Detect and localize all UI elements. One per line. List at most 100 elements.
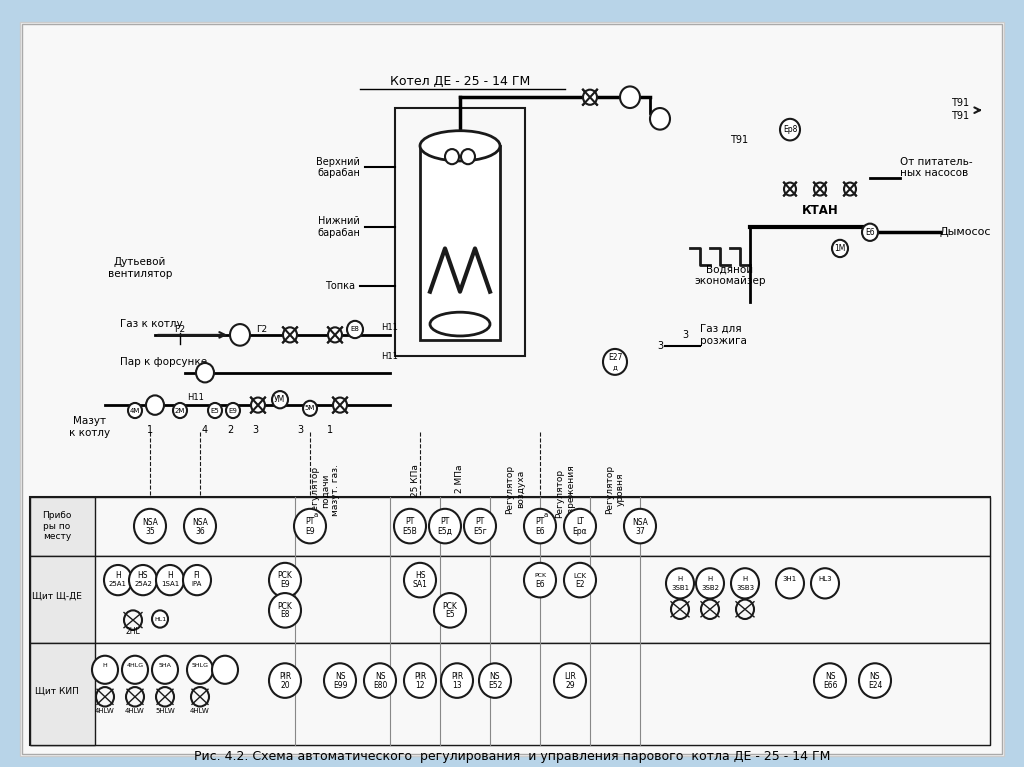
Text: 2HL: 2HL — [126, 627, 140, 637]
Text: 12: 12 — [416, 681, 425, 690]
Text: Е80: Е80 — [373, 681, 387, 690]
Circle shape — [429, 509, 461, 543]
Circle shape — [434, 593, 466, 627]
Text: Дымосос: Дымосос — [940, 227, 991, 237]
Circle shape — [269, 663, 301, 698]
Text: 5НLG: 5НLG — [191, 663, 209, 668]
Text: PCK: PCK — [278, 601, 293, 611]
Circle shape — [603, 349, 627, 375]
Text: 1М: 1М — [835, 244, 846, 253]
Text: Регулятор
уровня: Регулятор уровня — [605, 465, 625, 514]
Circle shape — [324, 663, 356, 698]
Circle shape — [104, 565, 132, 595]
Text: PCK: PCK — [442, 601, 458, 611]
Text: T91: T91 — [951, 110, 969, 120]
Circle shape — [564, 509, 596, 543]
Text: HL1: HL1 — [154, 617, 166, 621]
Circle shape — [294, 509, 326, 543]
Text: 2М: 2М — [175, 407, 185, 413]
Circle shape — [303, 401, 317, 416]
Text: Газ к котлу: Газ к котлу — [120, 319, 182, 329]
Circle shape — [811, 568, 839, 598]
Text: H: H — [677, 576, 683, 582]
Circle shape — [152, 611, 168, 627]
Text: PCK: PCK — [278, 571, 293, 581]
Text: Регулятор
разрежения: Регулятор разрежения — [555, 465, 574, 523]
Circle shape — [230, 324, 250, 346]
Ellipse shape — [430, 312, 490, 336]
Circle shape — [831, 240, 848, 257]
Circle shape — [128, 403, 142, 418]
Text: Г2: Г2 — [174, 325, 185, 334]
Text: T91: T91 — [730, 136, 749, 146]
Text: 4М: 4М — [130, 407, 140, 413]
Circle shape — [666, 568, 694, 598]
Text: 4НLW: 4НLW — [95, 708, 115, 714]
Text: Н11: Н11 — [382, 352, 398, 361]
Text: 2 МПа: 2 МПа — [456, 465, 465, 493]
Text: PT: PT — [440, 517, 450, 526]
Circle shape — [461, 149, 475, 164]
Text: H: H — [708, 576, 713, 582]
Text: LT: LT — [577, 517, 584, 526]
Circle shape — [780, 119, 800, 140]
Text: Е6: Е6 — [536, 580, 545, 589]
Text: 1: 1 — [327, 425, 333, 435]
Text: PIR: PIR — [451, 672, 463, 681]
Circle shape — [173, 403, 187, 418]
Text: H: H — [102, 663, 108, 668]
Circle shape — [364, 663, 396, 698]
Circle shape — [479, 663, 511, 698]
Text: H: H — [742, 576, 748, 582]
Circle shape — [650, 108, 670, 130]
Text: Е5г: Е5г — [473, 527, 486, 536]
Text: HS: HS — [138, 571, 148, 581]
Bar — [420, 146, 500, 341]
Text: HL3: HL3 — [818, 576, 831, 582]
Ellipse shape — [420, 130, 500, 161]
Bar — [30, 497, 990, 556]
Text: 4НLW: 4НLW — [190, 708, 210, 714]
Text: Е6: Е6 — [865, 228, 874, 237]
Text: 29: 29 — [565, 681, 574, 690]
Text: 4НLG: 4НLG — [126, 663, 143, 668]
Text: 13: 13 — [453, 681, 462, 690]
Text: Топка: Топка — [325, 281, 355, 291]
Circle shape — [620, 87, 640, 108]
Text: Н11: Н11 — [187, 393, 205, 402]
Text: PIR: PIR — [279, 672, 291, 681]
Text: Е9: Е9 — [281, 580, 290, 589]
Circle shape — [441, 663, 473, 698]
Text: Пар к форсунке: Пар к форсунке — [120, 357, 207, 367]
Text: 3H1: 3H1 — [783, 576, 797, 582]
Text: FI: FI — [194, 571, 201, 581]
Circle shape — [187, 656, 213, 684]
Circle shape — [347, 321, 362, 338]
Text: а: а — [544, 512, 548, 518]
Circle shape — [269, 563, 301, 597]
Circle shape — [844, 183, 856, 196]
Circle shape — [394, 509, 426, 543]
Text: SA1: SA1 — [413, 580, 427, 589]
Text: 4НLW: 4НLW — [125, 708, 144, 714]
Text: Щит КИП: Щит КИП — [35, 687, 79, 696]
Circle shape — [814, 663, 846, 698]
Text: NS: NS — [869, 672, 881, 681]
Text: а: а — [314, 512, 318, 518]
Text: Регулятор
подачи
мазут. газ.: Регулятор подачи мазут. газ. — [310, 465, 340, 516]
Text: Мазут
к котлу: Мазут к котлу — [70, 416, 111, 437]
Text: Ерα: Ерα — [572, 527, 588, 536]
Circle shape — [524, 563, 556, 597]
Text: 3М: 3М — [654, 114, 666, 123]
Circle shape — [776, 568, 804, 598]
Circle shape — [696, 568, 724, 598]
Text: От питатель-
ных насосов: От питатель- ных насосов — [900, 156, 973, 178]
Bar — [30, 643, 990, 746]
Text: 3: 3 — [297, 425, 303, 435]
Text: 1SA1: 1SA1 — [161, 581, 179, 588]
Text: 20: 20 — [281, 681, 290, 690]
Text: Е8: Е8 — [281, 611, 290, 619]
Bar — [30, 643, 95, 746]
Bar — [30, 497, 990, 746]
Text: Прибо
ры по
месту: Прибо ры по месту — [42, 511, 72, 541]
